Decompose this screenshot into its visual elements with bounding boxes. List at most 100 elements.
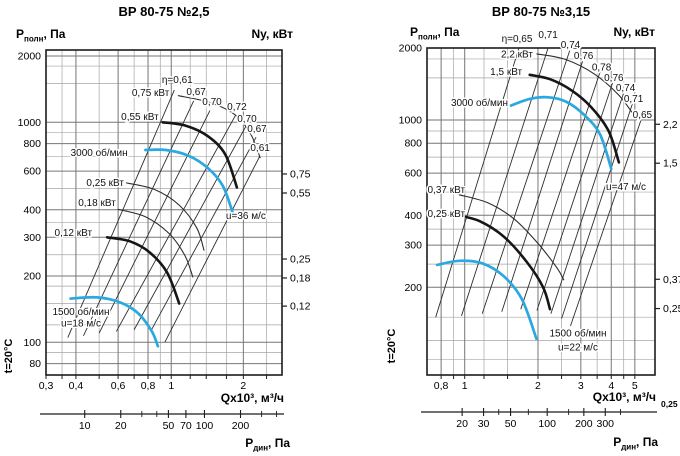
ny-tick-label: 1,5 [663, 158, 678, 170]
eta-line [536, 82, 613, 311]
pressure-subscript: полн [24, 34, 44, 44]
flow-axis-suffix: 0,25 [661, 399, 678, 409]
curve-fan-curve-1500-working [69, 295, 160, 348]
temperature-label: t=20°C [3, 338, 15, 374]
pdyn-subscript: дин [621, 442, 637, 452]
pdyn-tick-label: 70 [180, 420, 192, 432]
y-tick-label: 2000 [399, 43, 423, 55]
curve-fan-curve-1500-total [105, 236, 181, 305]
pdyn-tick-label: 20 [456, 418, 468, 430]
ny-tick-label: 0,18 [290, 272, 311, 284]
eta-line [435, 47, 520, 318]
curve-power-arc-0-18 [117, 208, 194, 278]
curves [69, 95, 261, 348]
eta-line [561, 104, 633, 319]
curve-fan-curve-3000-total [161, 121, 239, 189]
pdyn-tick-label: 10 [79, 420, 91, 432]
chart-panel-left: ВР 80-75 №2,5 Рполн, Па Nу, кВт 80 100 200… [3, 4, 311, 452]
y-tick-label: 600 [23, 166, 41, 178]
y-tick-label: 300 [23, 232, 41, 244]
curve-power-arc-0-37 [458, 194, 565, 281]
eta-label: η=0,65 [502, 34, 533, 45]
chart-panel-right: ВР 80-75 №3,15 Рполн, Па Nу, кВт 200 300 4… [340, 0, 680, 456]
x-tick-label: 0,8 [434, 380, 449, 392]
pdyn-axis: 20 30 50 100 200 300 [421, 408, 657, 430]
pdyn-tick-label: 100 [196, 420, 214, 432]
curve-fan-curve-3000-working [509, 95, 613, 171]
curve-fan-curve-3000-working [144, 148, 234, 214]
chart-plot-left: 80 100 200 300 400 600 800 1000 2000 0,3 0,4 0,6 0,8… [18, 49, 311, 432]
eta-label: 0,76 [604, 73, 624, 84]
eta-line [115, 115, 236, 332]
pdyn-symbol: Р [613, 435, 622, 449]
eta-line [461, 47, 549, 316]
annotation-label: 3000 об/мин [451, 97, 508, 109]
curve-power-arc-2-2 [536, 53, 638, 120]
annotation-label: 0,25 кВт [86, 178, 124, 189]
pressure-axis-title: Рполн, Па [410, 25, 459, 41]
annotation-label: 0,55 кВт [121, 112, 159, 123]
eta-label: η=0,61 [162, 75, 193, 86]
y-tick-label: 800 [404, 138, 422, 150]
x-tick-label: 1 [168, 380, 174, 392]
annotation-label: 1,5 кВт [490, 67, 522, 78]
ny-tick-label: 2,2 [663, 119, 678, 131]
dynamic-pressure-axis-title: Рдин, Па [458, 435, 658, 451]
annotation-label: 0,25 кВт [428, 209, 466, 220]
pdyn-tick-label: 200 [232, 420, 250, 432]
x-tick-label: 0,6 [111, 380, 126, 392]
annotation-label: 1500 об/мин [549, 328, 606, 340]
x-tick-label: 1 [462, 380, 468, 392]
x-tick-label: 2 [535, 380, 541, 392]
x-tick-label: 3 [578, 380, 584, 392]
pdyn-unit: , Па [636, 435, 658, 449]
annotation-label: u=22 м/с [558, 343, 598, 354]
ny-tick-label: 0,12 [290, 301, 311, 313]
plot-frame [45, 49, 283, 376]
curve-fan-curve-1500-working [435, 259, 538, 341]
ny-tick-label: 0,55 [290, 187, 311, 199]
eta-label: 0,71 [538, 30, 558, 41]
eta-label: 0,72 [227, 102, 247, 113]
pdyn-unit: , Па [268, 436, 290, 450]
annotation-label: 0,12 кВт [55, 228, 93, 239]
y-tick-label: 800 [23, 138, 41, 150]
pressure-symbol: Р [410, 25, 419, 39]
y-tick-label: 400 [23, 204, 41, 216]
eta-label: 0,78 [592, 62, 612, 73]
pdyn-tick-label: 50 [163, 420, 175, 432]
curves [435, 53, 638, 341]
eta-label: 0,70 [202, 97, 222, 108]
eta-line [550, 92, 625, 314]
x-tick-label: 4 [608, 380, 614, 392]
x-tick-label: 0,3 [39, 380, 54, 392]
eta-label: 0,74 [616, 83, 636, 94]
tick-labels: 200 300 400 600 800 1000 2000 0,8 1 2 3 4 5 2,2 1,5 0,3… [399, 43, 680, 393]
flow-axis-title: Qх10³, м³/ч [84, 391, 284, 405]
chart-title: ВР 80-75 №3,15 [491, 4, 591, 19]
annotation-label: 3000 об/мин [71, 147, 128, 159]
plot-annotations: η=0,610,670,70 0,720,700,670,610,75 кВт0,… [51, 74, 272, 331]
plot-annotations: η=0,65 0,710,740,760,780,760,740,710,652,… [426, 28, 654, 355]
annotation-label: 0,18 кВт [78, 198, 116, 209]
pdyn-tick-label: 30 [478, 418, 490, 430]
y-tick-label: 100 [23, 337, 41, 349]
y-tick-label: 1000 [18, 117, 42, 129]
curve-fan-curve-3000-total [528, 73, 621, 164]
eta-label: 0,67 [186, 87, 206, 98]
power-axis-title: Nу, кВт [251, 27, 294, 41]
annotation-label: 0,75 кВт [132, 88, 170, 99]
annotation-label: 2,2 кВт [501, 49, 533, 60]
y-tick-label: 200 [404, 282, 422, 294]
annotation-label: 1500 об/мин [52, 306, 109, 318]
eta-label: 0,74 [561, 40, 581, 51]
eta-label: 0,71 [624, 94, 644, 105]
pressure-axis-title: Рполн, Па [16, 27, 65, 43]
power-axis-title: Nу, кВт [613, 25, 656, 39]
annotation-label: 0,37 кВт [428, 185, 466, 196]
eta-label: 0,67 [247, 124, 267, 135]
x-tick-label: 2 [240, 380, 246, 392]
eta-line [570, 119, 642, 326]
eta-line [481, 50, 571, 314]
chart-title: ВР 80-75 №2,5 [118, 4, 210, 19]
